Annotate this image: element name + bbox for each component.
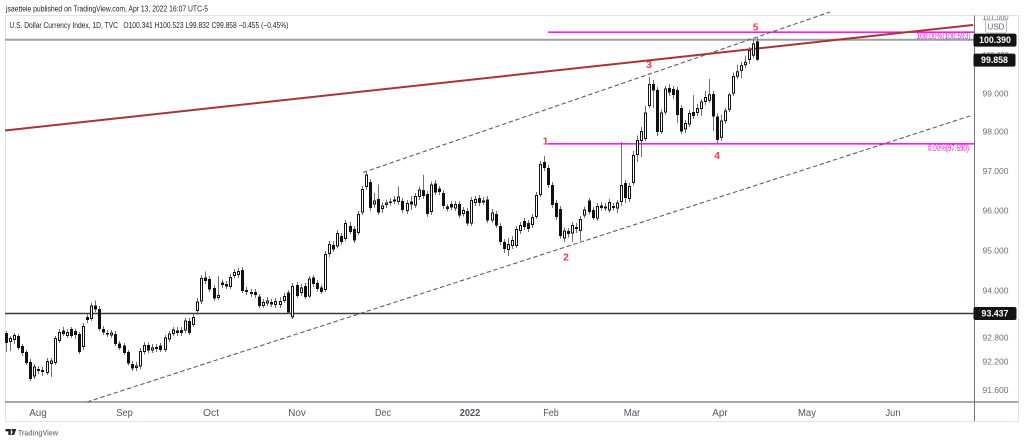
svg-text:2022: 2022 (460, 408, 481, 419)
svg-text:100.00%(100.593): 100.00%(100.593) (917, 31, 971, 41)
svg-text:100.390: 100.390 (979, 35, 1011, 45)
svg-text:0.00%(97.690): 0.00%(97.690) (928, 143, 969, 153)
svg-text:2: 2 (563, 253, 569, 264)
svg-text:101.000: 101.000 (983, 12, 1009, 22)
svg-text:4: 4 (714, 151, 720, 162)
svg-text:Apr: Apr (712, 408, 728, 419)
svg-text:93.437: 93.437 (982, 309, 1009, 319)
svg-text:Feb: Feb (543, 408, 559, 419)
svg-text:Nov: Nov (288, 408, 306, 419)
svg-text:5: 5 (753, 23, 759, 34)
svg-text:3: 3 (646, 60, 652, 71)
svg-text:U.S. Dollar Currency Index, 1D: U.S. Dollar Currency Index, 1D, TVC (9, 21, 118, 30)
svg-text:O100.341 H100.523 L99.832 C: O100.341 H100.523 L99.832 C99.858 −0.455… (123, 21, 288, 30)
svg-text:1: 1 (543, 137, 549, 148)
svg-text:Sep: Sep (116, 408, 133, 419)
svg-text:97.000: 97.000 (983, 166, 1009, 176)
svg-text:96.000: 96.000 (983, 206, 1009, 216)
svg-text:94.000: 94.000 (983, 286, 1009, 296)
svg-text:92.800: 92.800 (983, 333, 1009, 343)
svg-text:jsaettele published on Trading: jsaettele published on TradingView.com, … (5, 3, 208, 13)
svg-text:May: May (798, 408, 816, 419)
svg-text:92.200: 92.200 (983, 356, 1009, 366)
svg-text:Mar: Mar (624, 408, 641, 419)
svg-text:98.000: 98.000 (983, 126, 1009, 136)
svg-text:USD: USD (988, 23, 1005, 32)
svg-text:Aug: Aug (29, 408, 47, 419)
svg-text:Oct: Oct (203, 408, 219, 419)
svg-text:99.858: 99.858 (981, 55, 1008, 65)
svg-text:Dec: Dec (375, 408, 391, 419)
svg-text:99.000: 99.000 (983, 88, 1009, 98)
svg-text:Jun: Jun (886, 408, 901, 419)
svg-text:TradingView: TradingView (18, 429, 59, 438)
svg-text:91.600: 91.600 (983, 385, 1009, 395)
svg-text:95.000: 95.000 (983, 246, 1009, 256)
